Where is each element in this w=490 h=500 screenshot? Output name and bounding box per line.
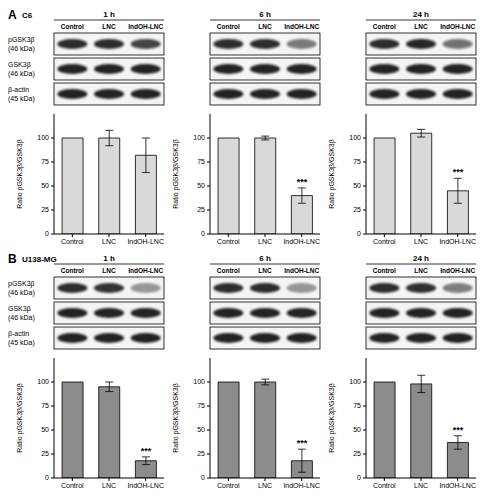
svg-text:LNC: LNC	[258, 238, 272, 245]
svg-text:LNC: LNC	[102, 482, 116, 489]
svg-text:25: 25	[353, 450, 361, 457]
svg-text:24 h: 24 h	[413, 254, 429, 263]
svg-text:Ratio pGSK3β/GSK3β: Ratio pGSK3β/GSK3β	[16, 383, 24, 453]
svg-text:IndOH-LNC: IndOH-LNC	[128, 267, 163, 274]
svg-text:IndOH-LNC: IndOH-LNC	[283, 482, 320, 489]
svg-text:100: 100	[37, 134, 49, 141]
svg-text:Control: Control	[61, 267, 84, 274]
svg-text:Control: Control	[373, 238, 396, 245]
svg-text:6 h: 6 h	[259, 10, 271, 19]
svg-text:50: 50	[41, 182, 49, 189]
svg-text:IndOH-LNC: IndOH-LNC	[440, 23, 475, 30]
svg-text:75: 75	[197, 158, 205, 165]
svg-text:75: 75	[197, 402, 205, 409]
svg-text:1 h: 1 h	[103, 10, 115, 19]
svg-text:25: 25	[197, 206, 205, 213]
svg-text:A: A	[8, 8, 17, 22]
svg-text:25: 25	[197, 450, 205, 457]
svg-text:25: 25	[41, 206, 49, 213]
svg-text:Control: Control	[373, 267, 396, 274]
svg-text:IndOH-LNC: IndOH-LNC	[439, 238, 476, 245]
svg-text:Control: Control	[373, 23, 396, 30]
svg-text:IndOH-LNC: IndOH-LNC	[127, 482, 164, 489]
svg-text:U138-MG: U138-MG	[22, 255, 57, 264]
svg-text:Ratio pGSK3β/GSK3β: Ratio pGSK3β/GSK3β	[328, 139, 336, 209]
svg-text:(45 kDa): (45 kDa)	[8, 339, 35, 347]
svg-text:LNC: LNC	[102, 267, 116, 274]
svg-text:75: 75	[353, 402, 361, 409]
svg-text:Control: Control	[217, 238, 240, 245]
svg-text:50: 50	[197, 182, 205, 189]
svg-text:(46 kDa): (46 kDa)	[8, 70, 35, 78]
svg-text:75: 75	[41, 158, 49, 165]
svg-text:LNC: LNC	[414, 482, 428, 489]
svg-text:Control: Control	[217, 267, 240, 274]
svg-text:Control: Control	[373, 482, 396, 489]
svg-text:***: ***	[453, 167, 464, 177]
svg-text:0: 0	[357, 230, 361, 237]
svg-text:25: 25	[353, 206, 361, 213]
svg-text:***: ***	[297, 177, 308, 187]
svg-text:6 h: 6 h	[259, 254, 271, 263]
svg-text:50: 50	[353, 182, 361, 189]
svg-text:Ratio pGSK3β/GSK3β: Ratio pGSK3β/GSK3β	[172, 383, 180, 453]
svg-text:IndOH-LNC: IndOH-LNC	[128, 23, 163, 30]
svg-text:β-actin: β-actin	[8, 330, 29, 338]
svg-text:0: 0	[201, 230, 205, 237]
svg-text:0: 0	[357, 474, 361, 481]
svg-text:GSK3β: GSK3β	[8, 305, 31, 313]
svg-text:IndOH-LNC: IndOH-LNC	[127, 238, 164, 245]
svg-text:IndOH-LNC: IndOH-LNC	[284, 23, 319, 30]
svg-text:100: 100	[349, 134, 361, 141]
svg-text:LNC: LNC	[102, 238, 116, 245]
svg-text:0: 0	[201, 474, 205, 481]
svg-text:Ratio pGSK3β/GSK3β: Ratio pGSK3β/GSK3β	[328, 383, 336, 453]
svg-text:0: 0	[45, 230, 49, 237]
svg-text:LNC: LNC	[258, 267, 272, 274]
svg-text:(45 kDa): (45 kDa)	[8, 95, 35, 103]
svg-text:0: 0	[45, 474, 49, 481]
svg-text:LNC: LNC	[414, 238, 428, 245]
svg-text:50: 50	[41, 426, 49, 433]
svg-text:Ratio pGSK3β/GSK3β: Ratio pGSK3β/GSK3β	[172, 139, 180, 209]
svg-text:50: 50	[197, 426, 205, 433]
svg-text:Control: Control	[217, 482, 240, 489]
svg-text:***: ***	[453, 425, 464, 435]
svg-text:pGSK3β: pGSK3β	[8, 36, 35, 44]
svg-text:LNC: LNC	[258, 482, 272, 489]
svg-text:GSK3β: GSK3β	[8, 61, 31, 69]
svg-text:LNC: LNC	[102, 23, 116, 30]
svg-text:75: 75	[353, 158, 361, 165]
svg-text:Control: Control	[61, 482, 84, 489]
svg-text:LNC: LNC	[414, 23, 428, 30]
svg-text:***: ***	[141, 446, 152, 456]
svg-text:1 h: 1 h	[103, 254, 115, 263]
svg-text:24 h: 24 h	[413, 10, 429, 19]
svg-text:IndOH-LNC: IndOH-LNC	[284, 267, 319, 274]
svg-text:Ratio pGSK3β/GSK3β: Ratio pGSK3β/GSK3β	[16, 139, 24, 209]
svg-text:IndOH-LNC: IndOH-LNC	[283, 238, 320, 245]
svg-text:LNC: LNC	[258, 23, 272, 30]
svg-text:100: 100	[193, 134, 205, 141]
svg-text:Control: Control	[61, 23, 84, 30]
svg-text:100: 100	[193, 378, 205, 385]
svg-text:50: 50	[353, 426, 361, 433]
svg-text:25: 25	[41, 450, 49, 457]
svg-text:Control: Control	[217, 23, 240, 30]
svg-text:pGSK3β: pGSK3β	[8, 280, 35, 288]
svg-text:(46 kDa): (46 kDa)	[8, 289, 35, 297]
svg-text:100: 100	[37, 378, 49, 385]
svg-text:B: B	[8, 252, 17, 266]
svg-text:C6: C6	[22, 11, 33, 20]
svg-text:Control: Control	[61, 238, 84, 245]
svg-text:100: 100	[349, 378, 361, 385]
svg-text:75: 75	[41, 402, 49, 409]
svg-text:IndOH-LNC: IndOH-LNC	[440, 267, 475, 274]
svg-text:LNC: LNC	[414, 267, 428, 274]
svg-text:(46 kDa): (46 kDa)	[8, 314, 35, 322]
svg-text:(46 kDa): (46 kDa)	[8, 45, 35, 53]
svg-text:IndOH-LNC: IndOH-LNC	[439, 482, 476, 489]
svg-text:***: ***	[297, 438, 308, 448]
svg-text:β-actin: β-actin	[8, 86, 29, 94]
